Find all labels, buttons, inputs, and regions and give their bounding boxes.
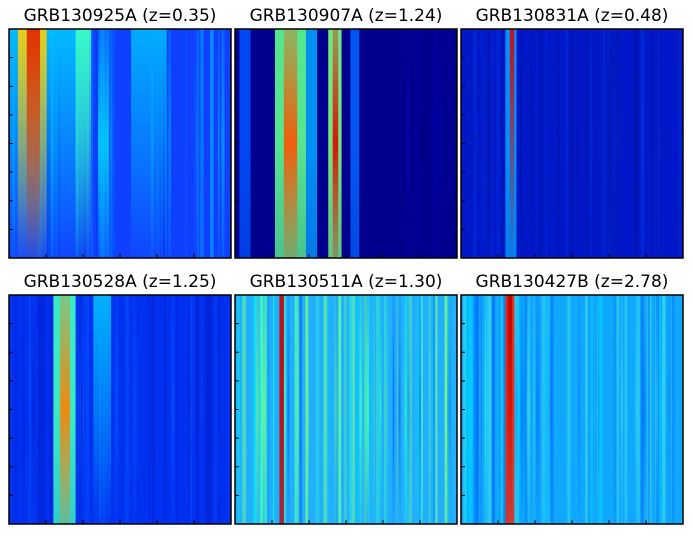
panel: GRB130427B (z=2.78)	[460, 272, 684, 525]
heatmap-image	[235, 295, 457, 524]
heatmap-image	[235, 29, 457, 258]
panel-title: GRB130427B (z=2.78)	[476, 272, 669, 292]
panel: GRB130831A (z=0.48)	[460, 6, 684, 259]
panel: GRB130907A (z=1.24)	[234, 6, 458, 259]
panel: GRB130528A (z=1.25)	[8, 272, 232, 525]
panel-title: GRB130925A (z=0.35)	[24, 6, 217, 26]
panel: GRB130925A (z=0.35)	[8, 6, 232, 259]
heatmap-image	[461, 295, 683, 524]
heatmap-image	[9, 295, 231, 524]
panel: GRB130511A (z=1.30)	[234, 272, 458, 525]
heatmap-image	[9, 29, 231, 258]
panel-title: GRB130511A (z=1.30)	[250, 272, 443, 292]
panel-title: GRB130528A (z=1.25)	[24, 272, 217, 292]
panel-title: GRB130831A (z=0.48)	[476, 6, 669, 26]
heatmap-image	[461, 29, 683, 258]
panel-title: GRB130907A (z=1.24)	[250, 6, 443, 26]
